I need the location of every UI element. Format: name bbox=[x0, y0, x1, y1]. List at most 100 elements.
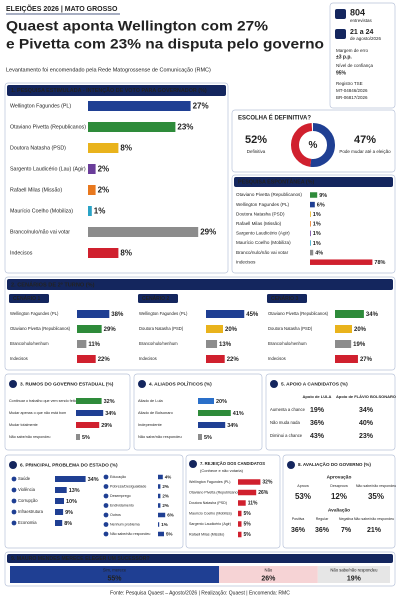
column-header: Apoio de LULA bbox=[303, 394, 332, 399]
value-label: 5% bbox=[82, 435, 90, 441]
bar bbox=[238, 489, 257, 496]
value-label: 1% bbox=[94, 206, 106, 215]
panel-title: ESCOLHA É DEFINITIVA? bbox=[238, 114, 311, 122]
panel-title: PESQUISA ESPONTÂNEA (%) bbox=[238, 179, 314, 186]
row-label: Aliado de Lula bbox=[138, 398, 163, 403]
row-icon bbox=[11, 520, 17, 526]
row-label: Wellington Fagundes (PL) bbox=[10, 311, 59, 316]
bar bbox=[158, 474, 163, 480]
value-label: 29% bbox=[104, 327, 117, 333]
donut-center: % bbox=[309, 140, 318, 151]
bar bbox=[310, 221, 311, 227]
segment-label: Não sabe/não respondeu bbox=[330, 568, 378, 573]
donut-value: 47% bbox=[354, 134, 376, 146]
row-label: Branco/nulo/nenhum bbox=[139, 341, 178, 346]
row-label: Desemprego bbox=[110, 494, 131, 498]
value-label: 34% bbox=[227, 423, 238, 429]
segment-value: 26% bbox=[261, 575, 276, 582]
row-label: Otaviano Pivetta (Republicanos) bbox=[189, 490, 241, 494]
stat-value: 36% bbox=[291, 527, 306, 534]
bar bbox=[206, 310, 245, 318]
scenario-title: CENÁRIO 2 bbox=[142, 295, 169, 302]
bar bbox=[76, 422, 100, 428]
panel-title: 9. MAURO MENDES MERECE ELEGER UM SUCESSO… bbox=[11, 556, 150, 562]
dates: 21 a 24 bbox=[350, 29, 373, 36]
donut-value: 52% bbox=[245, 134, 267, 146]
panel-title: 2. CENÁRIOS DE 2º TURNO (%) bbox=[11, 281, 95, 288]
bar bbox=[76, 398, 102, 404]
bar bbox=[77, 355, 96, 363]
row-label: Doutora Natasha (PSD) bbox=[189, 501, 227, 505]
bar bbox=[77, 325, 102, 333]
value-label: 4% bbox=[165, 474, 172, 479]
bar bbox=[158, 522, 160, 527]
donut-slice bbox=[310, 123, 335, 167]
column-header: Apoio de FLÁVIO BOLSONARO bbox=[336, 394, 396, 399]
scenario-tab bbox=[9, 294, 49, 303]
panel bbox=[265, 373, 396, 451]
margin: ±3 p.p. bbox=[336, 54, 352, 60]
row-label: Indecisos bbox=[236, 259, 256, 264]
value-label: 22% bbox=[227, 357, 240, 363]
panel-title: 5. APOIO A CANDIDATOS (%) bbox=[281, 381, 348, 387]
bar bbox=[158, 512, 166, 518]
cell: 19% bbox=[310, 407, 325, 414]
icon bbox=[270, 380, 278, 388]
row-label: Branco/nulo/não vai votar bbox=[236, 250, 289, 255]
row-label: Mudar totalmente bbox=[9, 423, 38, 427]
row-icon bbox=[11, 498, 17, 504]
headline: e Pivetta com 23% na disputa pelo govern… bbox=[6, 36, 324, 52]
value-label: 27% bbox=[360, 357, 373, 363]
stat-value: 36% bbox=[315, 527, 330, 534]
row-label: Branco/nulo/nenhum bbox=[10, 341, 49, 346]
value-label: 26% bbox=[258, 490, 269, 496]
row-icon bbox=[11, 476, 17, 482]
panel-title: 8. AVALIAÇÃO DO GOVERNO (%) bbox=[298, 461, 371, 467]
value-label: 2% bbox=[162, 503, 169, 508]
footer: Fonte: Pesquisa Quaest – Agosto/2026 | R… bbox=[110, 590, 290, 596]
row-label: Não sabe/não respondeu bbox=[138, 434, 182, 439]
segment-value: 19% bbox=[347, 575, 362, 582]
stat-value: 35% bbox=[368, 492, 384, 501]
bar bbox=[310, 249, 314, 256]
bar bbox=[88, 227, 199, 237]
row-label: Wellington Fagundes (PL) bbox=[10, 103, 71, 109]
row-label: Rafaell Milas (Missão) bbox=[10, 187, 62, 193]
bar bbox=[88, 206, 92, 216]
headline: Quaest aponta Wellington com 27% bbox=[6, 18, 269, 34]
row-label: Otaviano Pivetta (Republicanos) bbox=[10, 124, 86, 130]
bar bbox=[206, 340, 218, 348]
value-label: 45% bbox=[246, 312, 259, 318]
row-label: Branco/nulo/nenhum bbox=[268, 341, 307, 346]
row-icon bbox=[103, 522, 109, 527]
registry: BR-06817/2026 bbox=[336, 95, 368, 100]
row-icon bbox=[11, 509, 17, 515]
value-label: 9% bbox=[319, 193, 327, 199]
row-label: Outros bbox=[110, 513, 121, 517]
value-label: 4% bbox=[315, 250, 323, 256]
bar bbox=[88, 143, 119, 153]
row-label: Saúde bbox=[18, 476, 31, 481]
row-label: Não sabe/não respondeu bbox=[110, 532, 150, 536]
value-label: 1% bbox=[313, 222, 321, 228]
stat-value: 7% bbox=[341, 527, 352, 534]
row-label: Educação bbox=[110, 475, 126, 479]
value-label: 8% bbox=[120, 248, 132, 257]
row-label: Doutora Natasha (PSD) bbox=[10, 145, 66, 151]
icon bbox=[9, 461, 17, 469]
value-label: 20% bbox=[354, 327, 367, 333]
bar-segment bbox=[219, 566, 318, 583]
segment-label: Não bbox=[265, 568, 273, 573]
value-label: 2% bbox=[98, 164, 110, 173]
row-label: Indecisos bbox=[139, 356, 157, 361]
bar bbox=[335, 310, 364, 318]
bar bbox=[206, 325, 223, 333]
confidence: 95% bbox=[336, 70, 347, 76]
value-label: 6% bbox=[317, 202, 325, 208]
row-label: Endividamento bbox=[110, 503, 134, 507]
value-label: 9% bbox=[65, 510, 73, 516]
bar bbox=[238, 510, 242, 517]
bar bbox=[158, 531, 164, 537]
confidence-label: Nível de confiança bbox=[336, 63, 374, 68]
